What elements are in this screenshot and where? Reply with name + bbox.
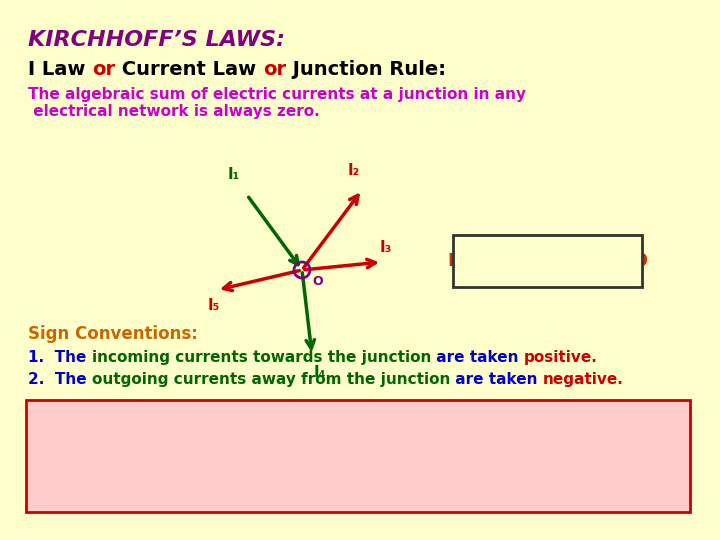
Text: or: or [263,60,287,79]
Text: incoming currents towards the junction: incoming currents towards the junction [91,350,431,365]
Text: Note:  The charges cannot accumulate at a junction.  The number
of charges that : Note: The charges cannot accumulate at a… [38,412,602,469]
Text: Junction Rule:: Junction Rule: [287,60,446,79]
Text: I₁ - I₂ - I₃ + I₄ - I₅ = 0: I₁ - I₂ - I₃ + I₄ - I₅ = 0 [448,252,647,270]
Text: I₂: I₂ [348,163,360,178]
Text: The algebraic sum of electric currents at a junction in any: The algebraic sum of electric currents a… [28,87,526,102]
Text: 1.  The: 1. The [28,350,91,365]
Text: Current Law: Current Law [115,60,263,79]
Text: I₁: I₁ [228,167,240,182]
Text: KIRCHHOFF’S LAWS:: KIRCHHOFF’S LAWS: [28,30,285,50]
Text: or: or [92,60,115,79]
Text: electrical network is always zero.: electrical network is always zero. [28,104,320,119]
Text: I₄: I₄ [314,365,326,380]
Text: I Law: I Law [28,60,92,79]
Text: I₃: I₃ [380,240,392,255]
Text: 2.  The: 2. The [28,372,92,387]
Text: O: O [312,275,323,288]
Text: Sign Conventions:: Sign Conventions: [28,325,198,343]
Text: are taken: are taken [450,372,543,387]
FancyBboxPatch shape [26,400,690,512]
FancyBboxPatch shape [453,235,642,287]
Text: are taken: are taken [431,350,523,365]
Text: negative.: negative. [543,372,624,387]
Text: outgoing currents away from the junction: outgoing currents away from the junction [92,372,450,387]
Text: I₅: I₅ [208,298,220,313]
Text: positive.: positive. [523,350,598,365]
